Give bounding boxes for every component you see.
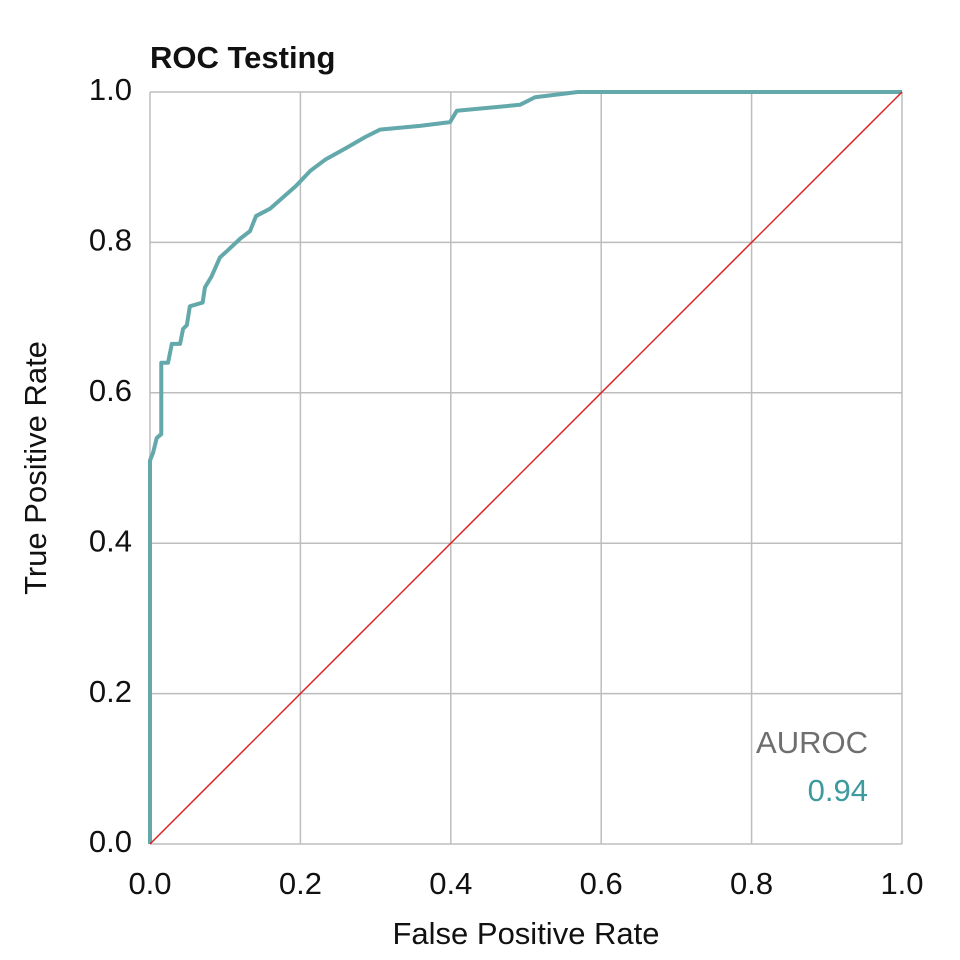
roc-curve <box>148 90 902 844</box>
x-tick-label: 0.4 <box>429 866 472 901</box>
y-tick-label: 1.0 <box>89 72 132 107</box>
y-tick-label: 0.2 <box>89 674 132 709</box>
chart-title: ROC Testing <box>150 40 335 75</box>
y-tick-label: 0.0 <box>89 824 132 859</box>
y-axis-label: True Positive Rate <box>18 341 53 595</box>
y-tick-label: 0.8 <box>89 223 132 258</box>
x-tick-label: 0.6 <box>580 866 623 901</box>
auroc-value: 0.94 <box>808 773 868 808</box>
x-tick-label: 0.0 <box>128 866 171 901</box>
diagonal-line <box>149 91 903 845</box>
y-tick-label: 0.6 <box>89 373 132 408</box>
y-tick-label: 0.4 <box>89 523 132 558</box>
x-tick-label: 0.2 <box>279 866 322 901</box>
x-axis-label: False Positive Rate <box>392 916 659 951</box>
auroc-label: AUROC <box>756 725 868 760</box>
x-tick-label: 0.8 <box>730 866 773 901</box>
x-tick-label: 1.0 <box>880 866 923 901</box>
